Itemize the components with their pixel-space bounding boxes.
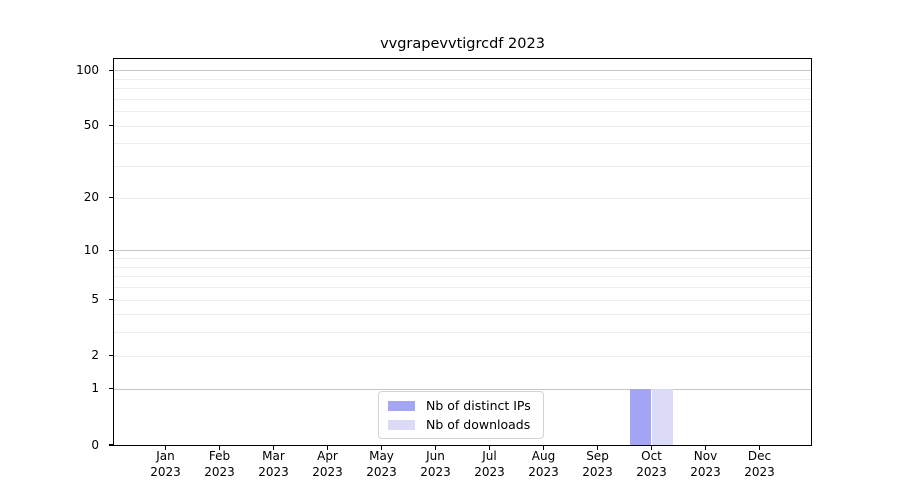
x-axis-tick-label: Sep 2023	[582, 449, 613, 479]
gridline-minor	[114, 314, 811, 316]
y-axis-tick	[108, 388, 114, 390]
y-axis-tick	[108, 125, 114, 127]
legend-item-downloads: Nb of downloads	[388, 417, 534, 432]
x-axis-tick-label: Mar 2023	[258, 449, 289, 479]
y-axis-tick-label: 10	[83, 242, 99, 257]
x-axis-tick-label: Oct 2023	[636, 449, 667, 479]
x-axis-tick-label: Jan 2023	[150, 449, 181, 479]
y-axis-tick	[108, 444, 114, 446]
x-axis-tick	[380, 445, 383, 450]
gridline-minor	[114, 166, 811, 168]
y-axis-tick	[108, 69, 114, 71]
y-axis-tick	[108, 197, 114, 199]
x-axis-tick-label: Nov 2023	[690, 449, 721, 479]
gridline-minor	[114, 143, 811, 145]
plot-layer	[114, 59, 811, 445]
gridline-minor	[114, 276, 811, 278]
legend-label-downloads: Nb of downloads	[426, 417, 531, 432]
gridline-minor	[114, 98, 811, 100]
y-axis-tick	[108, 298, 114, 301]
y-axis-tick-label: 100	[76, 62, 99, 77]
y-axis-tick	[108, 249, 114, 251]
y-axis-tick	[108, 355, 114, 357]
x-axis-tick-label: Apr 2023	[312, 449, 343, 479]
x-axis-tick	[650, 445, 653, 450]
x-axis-tick	[218, 445, 221, 450]
gridline-minor	[114, 111, 811, 113]
y-axis-tick-label: 1	[91, 381, 99, 396]
gridline-minor	[114, 88, 811, 90]
bar-distinct-ips	[629, 388, 652, 445]
x-axis-tick	[488, 445, 491, 450]
x-axis-tick	[434, 445, 437, 450]
legend-swatch-downloads	[388, 419, 415, 430]
gridline-major	[114, 250, 811, 252]
y-axis-tick-label: 20	[83, 190, 99, 205]
bar-downloads	[651, 388, 674, 445]
gridline-minor	[114, 299, 811, 301]
gridline-minor	[114, 258, 811, 260]
gridline-minor	[114, 266, 811, 268]
legend-label-distinct-ips: Nb of distinct IPs	[426, 398, 531, 413]
legend-item-distinct-ips: Nb of distinct IPs	[388, 398, 534, 413]
gridline-minor	[114, 286, 811, 288]
x-axis-tick-label: Jul 2023	[474, 449, 505, 479]
x-axis-tick	[164, 445, 167, 450]
gridline-minor	[114, 197, 811, 199]
gridline-minor	[114, 332, 811, 334]
x-axis-tick	[758, 445, 761, 450]
gridline-major	[114, 388, 811, 390]
chart-title: vvgrapevvtigrcdf 2023	[380, 36, 545, 52]
gridline-major	[114, 70, 811, 72]
gridline-minor	[114, 78, 811, 80]
y-axis-tick-label: 5	[91, 292, 99, 306]
gridline-minor	[114, 355, 811, 357]
x-axis-tick-label: May 2023	[366, 449, 397, 479]
legend: Nb of distinct IPs Nb of downloads	[378, 391, 544, 439]
x-axis-tick-label: Feb 2023	[204, 449, 235, 479]
legend-swatch-distinct-ips	[388, 400, 415, 411]
x-axis-tick-label: Dec 2023	[744, 449, 775, 479]
x-axis-tick	[596, 445, 599, 450]
y-axis-tick-label: 0	[91, 437, 99, 452]
x-axis-tick	[272, 445, 275, 450]
x-axis-tick	[542, 445, 545, 450]
x-axis-tick-label: Aug 2023	[528, 449, 559, 479]
y-axis-tick-label: 50	[83, 118, 99, 133]
x-axis-tick	[704, 445, 707, 450]
gridline-minor	[114, 125, 811, 127]
y-axis-tick-label: 2	[91, 348, 99, 363]
x-axis-tick-label: Jun 2023	[420, 449, 451, 479]
x-axis-tick	[326, 445, 329, 450]
